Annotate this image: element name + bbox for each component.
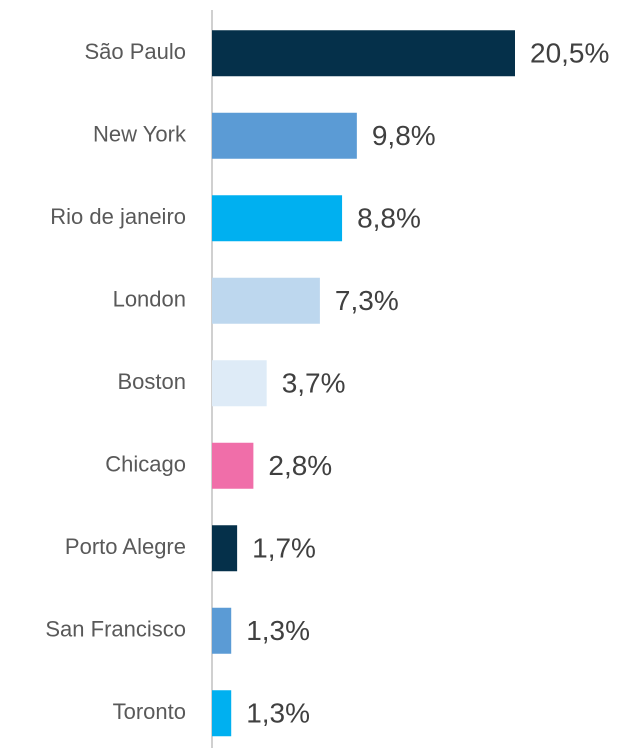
value-label: 3,7% bbox=[282, 368, 346, 399]
value-label: 2,8% bbox=[268, 450, 332, 481]
value-label: 8,8% bbox=[357, 203, 421, 234]
bar bbox=[212, 195, 343, 242]
value-label: 1,7% bbox=[252, 533, 316, 564]
bar bbox=[212, 30, 515, 77]
bar bbox=[212, 525, 238, 572]
category-label: Chicago bbox=[105, 452, 186, 477]
bar bbox=[212, 690, 232, 737]
bar bbox=[212, 360, 267, 407]
category-label: São Paulo bbox=[84, 39, 186, 64]
value-label: 9,8% bbox=[372, 120, 436, 151]
bar bbox=[212, 442, 254, 489]
bar bbox=[212, 607, 232, 654]
bar bbox=[212, 112, 357, 159]
value-label: 1,3% bbox=[246, 615, 310, 646]
value-label: 1,3% bbox=[246, 698, 310, 729]
category-label: New York bbox=[93, 122, 187, 147]
category-label: San Francisco bbox=[45, 617, 186, 642]
category-label: Rio de janeiro bbox=[50, 204, 186, 229]
category-label: Porto Alegre bbox=[65, 534, 186, 559]
category-label: Toronto bbox=[113, 699, 186, 724]
value-label: 7,3% bbox=[335, 285, 399, 316]
category-label: Boston bbox=[118, 369, 187, 394]
bar bbox=[212, 277, 320, 324]
category-label: London bbox=[113, 287, 186, 312]
value-label: 20,5% bbox=[530, 38, 609, 69]
